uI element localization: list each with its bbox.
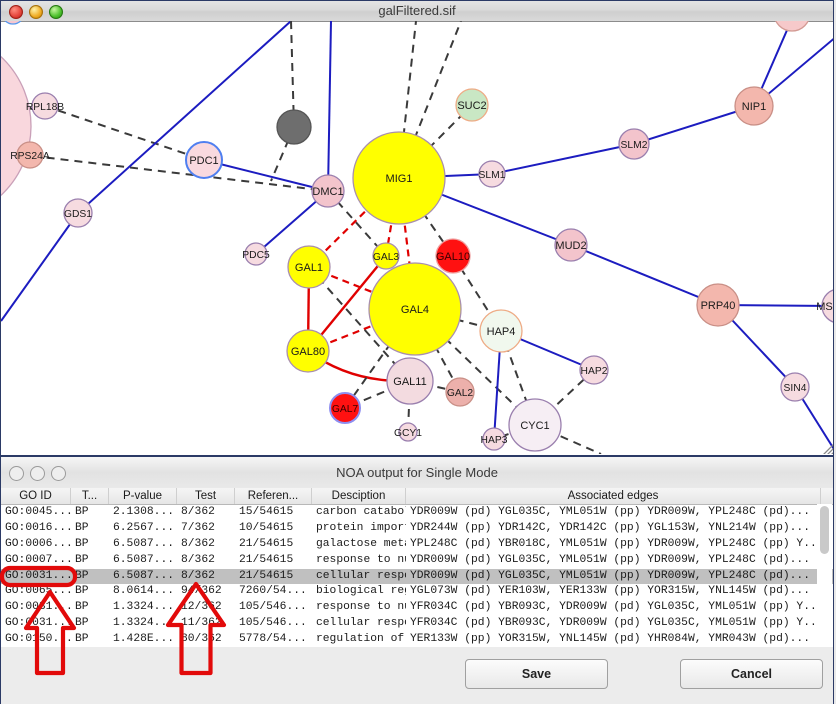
svg-text:MIG1: MIG1 [386,173,413,185]
svg-text:RPS24A: RPS24A [10,151,50,162]
svg-text:GAL80: GAL80 [291,346,325,358]
svg-text:GDS1: GDS1 [64,209,92,220]
svg-text:GAL7: GAL7 [332,404,359,415]
svg-text:SUC2: SUC2 [457,100,486,112]
svg-text:HAP3: HAP3 [481,435,508,446]
svg-text:GAL4: GAL4 [401,304,429,316]
svg-text:GAL11: GAL11 [393,376,426,388]
svg-text:MSI: MSI [816,301,834,313]
svg-text:SIN4: SIN4 [784,383,807,394]
svg-text:PDC1: PDC1 [189,155,218,167]
svg-text:MUD2: MUD2 [555,240,586,252]
svg-text:SLM2: SLM2 [621,140,648,151]
svg-text:RPL18B: RPL18B [26,102,64,113]
svg-text:HAP2: HAP2 [581,366,608,377]
svg-text:CYC1: CYC1 [520,420,549,432]
svg-text:GCY1: GCY1 [394,428,422,439]
svg-text:GAL1: GAL1 [295,262,323,274]
svg-text:HAP4: HAP4 [487,326,516,338]
svg-text:SLM1: SLM1 [479,170,506,181]
svg-text:NIP1: NIP1 [742,101,766,113]
svg-text:GAL2: GAL2 [447,388,474,399]
svg-text:DMC1: DMC1 [312,186,343,198]
svg-text:GAL3: GAL3 [373,252,400,263]
svg-text:GAL10: GAL10 [436,251,470,263]
svg-text:PDC5: PDC5 [242,250,270,261]
svg-text:PRP40: PRP40 [701,300,736,312]
